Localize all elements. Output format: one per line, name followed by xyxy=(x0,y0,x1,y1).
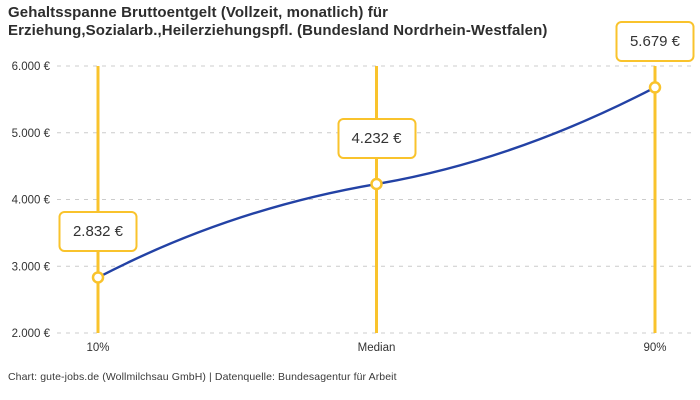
x-tick-label: Median xyxy=(358,342,396,354)
chart-title: Gehaltsspanne Bruttoentgelt (Vollzeit, m… xyxy=(8,4,608,39)
y-tick-label: 5.000 € xyxy=(12,128,51,140)
data-point-marker xyxy=(91,271,105,284)
y-tick-label: 3.000 € xyxy=(12,261,51,273)
chart-source: Chart: gute-jobs.de (Wollmilchsau GmbH) … xyxy=(8,371,397,383)
chart-title-line-1: Gehaltsspanne Bruttoentgelt (Vollzeit, m… xyxy=(8,4,389,21)
y-tick-label: 2.000 € xyxy=(12,328,51,340)
data-point-marker xyxy=(648,81,662,94)
chart-title-line-2: Erziehung,Sozialarb.,Heilerziehungspfl. … xyxy=(8,21,548,39)
x-tick-label: 10% xyxy=(86,342,109,354)
y-tick-label: 6.000 € xyxy=(12,61,51,73)
x-tick-label: 90% xyxy=(643,342,666,354)
data-point-marker xyxy=(370,177,383,191)
y-tick-label: 4.000 € xyxy=(12,195,51,207)
